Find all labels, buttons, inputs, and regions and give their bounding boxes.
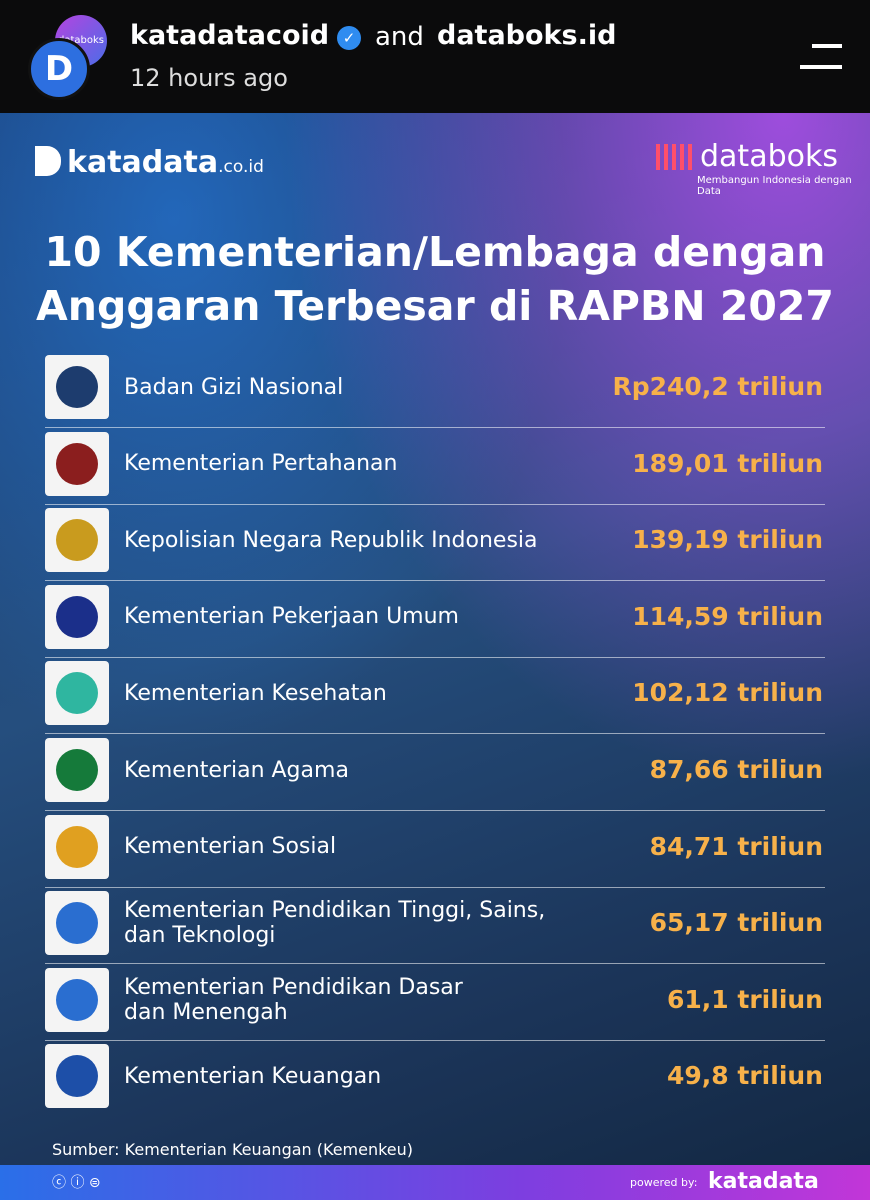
row-name: Kementerian Pekerjaan Umum (124, 585, 624, 649)
row-divider (45, 810, 825, 811)
row-icon-emblem (56, 749, 98, 791)
row-amount: 102,12 triliun (632, 678, 823, 708)
row-amount: 114,59 triliun (632, 601, 823, 631)
row-divider (45, 580, 825, 582)
row-divider (45, 1039, 825, 1041)
row-divider (45, 733, 825, 735)
account-name[interactable]: katadatacoid (130, 20, 330, 51)
brand-left-suffix: .co.id (218, 157, 264, 177)
row-name: Kementerian Pendidikan Tinggi, Sains, da… (124, 891, 624, 955)
row-name: Kementerian Agama (124, 738, 624, 802)
row-icon-emblem (56, 978, 98, 1021)
row-amount: 87,66 triliun (649, 755, 823, 784)
databoks-logo (656, 144, 694, 170)
infographic: katadata.co.id databoks Membangun Indone… (0, 113, 870, 1165)
row-name: Kementerian Pertahanan (124, 432, 624, 496)
row-name-text: Kementerian Keuangan (124, 1063, 382, 1089)
row-amount: 49,8 triliun (667, 1061, 823, 1091)
row-name: Kementerian Pendidikan Dasar dan Menenga… (124, 968, 624, 1032)
post-time: 12 hours ago (130, 64, 288, 92)
coauthor-name[interactable]: databoks.id (437, 20, 617, 51)
brand-left: katadata.co.id (35, 145, 264, 180)
title: 10 Kementerian/Lembaga dengan Anggaran T… (0, 225, 870, 333)
footer-bar: ⓒ ⓘ ⊜ powered by: katadata (0, 1165, 870, 1200)
brand-right: databoks (700, 139, 838, 174)
row-icon-emblem (56, 902, 98, 945)
row-icon-emblem (56, 519, 98, 562)
brand-right-tagline: Membangun Indonesia dengan Data (697, 175, 852, 197)
row-name: Kementerian Kesehatan (124, 661, 624, 725)
menu-button[interactable] (798, 42, 844, 72)
row-icon-emblem (56, 442, 98, 485)
row-name: Kementerian Keuangan (124, 1044, 624, 1108)
row-amount: 189,01 triliun (632, 448, 823, 478)
row-name-text: Kementerian Pendidikan Dasar dan Menenga… (124, 974, 463, 1025)
row-divider (45, 427, 825, 428)
avatar[interactable]: D (28, 38, 90, 100)
row-divider (45, 963, 825, 965)
row-icon-emblem (56, 825, 98, 868)
row-amount: 84,71 triliun (649, 831, 823, 861)
brand-left-text: katadata (67, 145, 219, 180)
connector: and (375, 22, 424, 52)
row-divider (45, 886, 825, 888)
source: Sumber: Kementerian Keuangan (Kemenkeu) (52, 1140, 414, 1159)
row-name-text: Kementerian Pertahanan (124, 451, 398, 477)
license-icons: ⓒ ⓘ ⊜ (52, 1175, 101, 1191)
row-amount: Rp240,2 triliun (612, 372, 823, 401)
title-line: Anggaran Terbesar di RAPBN 2027 (36, 282, 834, 330)
row-divider (45, 503, 825, 505)
row-name-text: Kementerian Sosial (124, 834, 337, 860)
row-name-text: Kepolisian Negara Republik Indonesia (124, 527, 538, 553)
post-header: databoks D katadatacoid ✓ and databoks.i… (0, 0, 870, 113)
verified-badge: ✓ (337, 26, 361, 50)
row-name-text: Kementerian Kesehatan (124, 680, 387, 706)
row-name-text: Kementerian Pekerjaan Umum (124, 604, 459, 630)
row-amount: 65,17 triliun (649, 908, 823, 938)
row-name-text: Kementerian Pendidikan Tinggi, Sains, da… (124, 898, 546, 949)
row-name-text: Kementerian Agama (124, 757, 349, 783)
row-divider (45, 656, 825, 658)
row-amount: 139,19 triliun (632, 525, 823, 555)
row-icon-emblem (56, 595, 98, 638)
row-name: Badan Gizi Nasional (124, 355, 624, 419)
row-icon-emblem (56, 1055, 98, 1098)
row-amount: 61,1 triliun (667, 984, 823, 1014)
row-name: Kepolisian Negara Republik Indonesia (124, 508, 624, 572)
row-name: Kementerian Sosial (124, 815, 624, 879)
row-name-text: Badan Gizi Nasional (124, 374, 344, 400)
row-icon-emblem (56, 366, 98, 408)
footer-brand: katadata (708, 1169, 819, 1194)
title-line: 10 Kementerian/Lembaga dengan (44, 228, 826, 276)
row-icon-emblem (56, 672, 98, 715)
powered-by: powered by: (630, 1176, 698, 1189)
